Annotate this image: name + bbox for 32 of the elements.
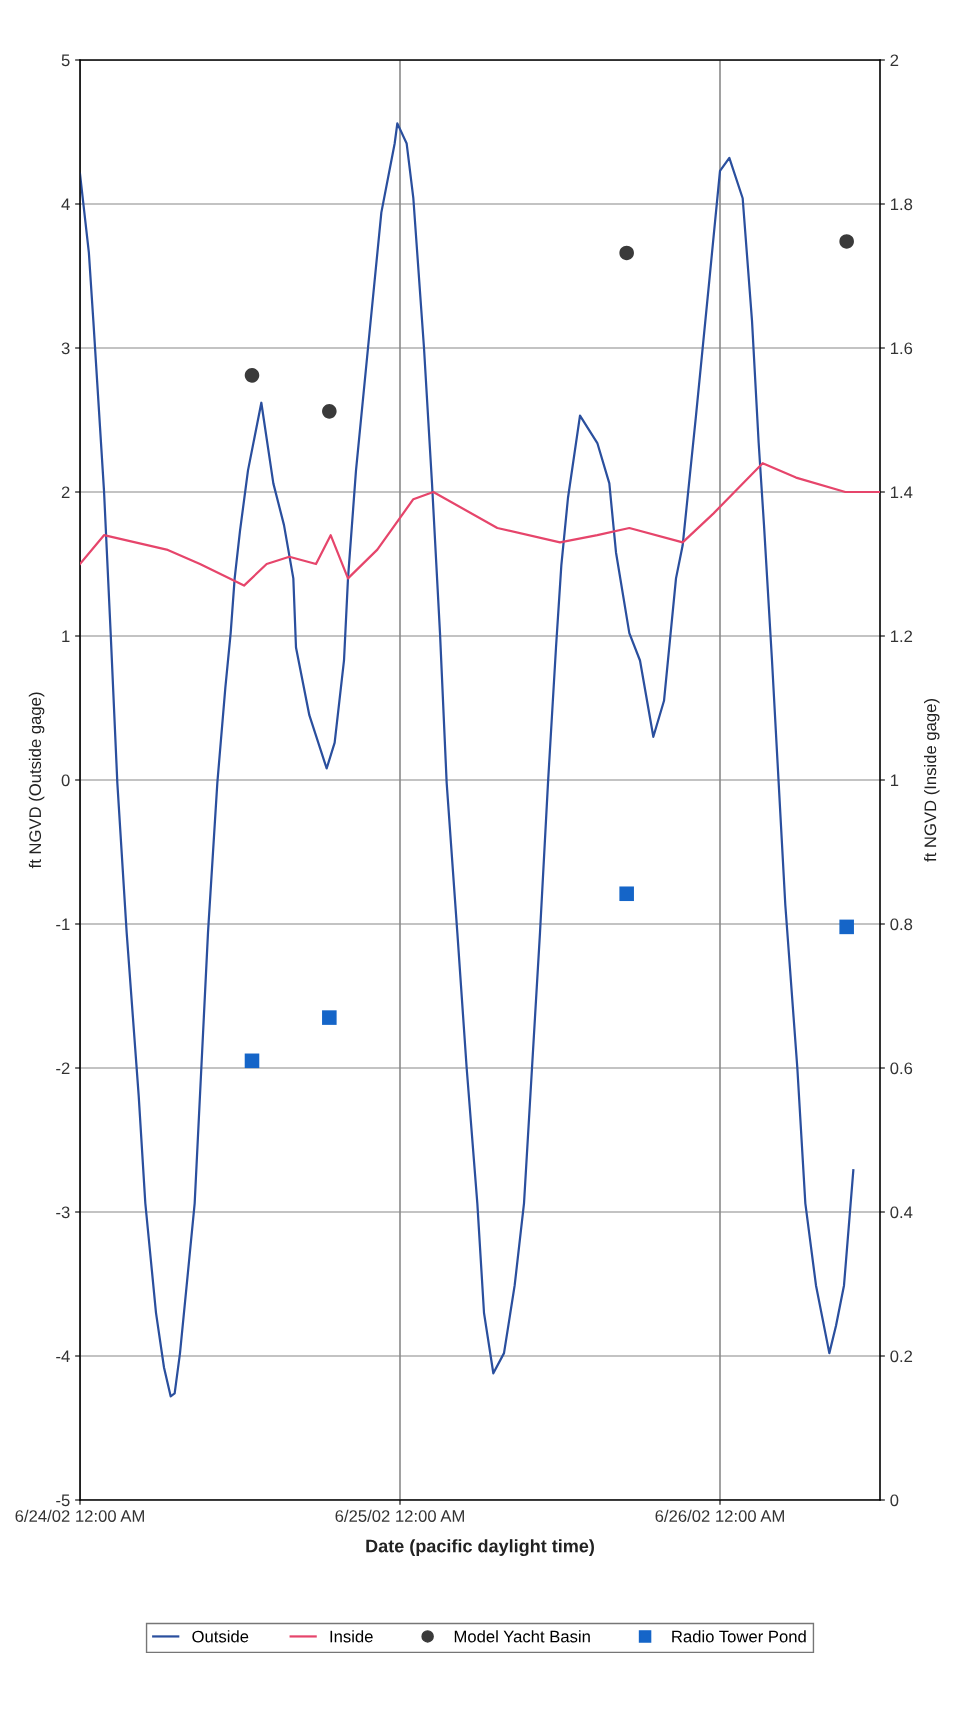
x-tick-label: 6/24/02 12:00 AM (15, 1509, 144, 1522)
y2-tick-label: 0.8 (890, 918, 913, 931)
y2-tick-label: 1 (890, 774, 899, 787)
y2-tick-label: 2 (890, 54, 899, 67)
y-tick-label: 1 (62, 630, 70, 643)
y2-tick-label: 1.6 (890, 342, 913, 355)
y-tick-label: -4 (56, 1350, 70, 1363)
y2-tick-label: 1.4 (890, 486, 913, 499)
y-tick-label: 5 (61, 54, 70, 67)
y2-tick-label: 1.8 (890, 198, 913, 211)
x-axis-title: Date (pacific daylight time) (366, 1539, 594, 1557)
y2-axis-title: ft NGVD (Inside gage) (924, 699, 940, 862)
y-tick-label: 2 (61, 486, 70, 499)
legend-label: Outside (192, 1630, 249, 1643)
y2-tick-label: 0.4 (890, 1206, 913, 1219)
y2-tick-label: 0.6 (890, 1062, 913, 1075)
y-tick-label: -2 (56, 1062, 70, 1075)
y-tick-label: -5 (56, 1494, 70, 1507)
y-tick-label: 0 (61, 774, 70, 787)
legend-label: Model Yacht Basin (454, 1630, 590, 1643)
y2-tick-label: 1.2 (890, 630, 913, 643)
legend-label: Radio Tower Pond (672, 1630, 806, 1643)
y-tick-label: 4 (61, 198, 70, 211)
y2-tick-label: 0.2 (890, 1350, 913, 1363)
x-tick-label: 6/26/02 12:00 AM (655, 1509, 784, 1522)
y-axis-title: ft NGVD (Outside gage) (28, 692, 45, 869)
legend-label: Inside (330, 1630, 373, 1643)
y2-tick-label: 0 (890, 1494, 899, 1507)
y-tick-label: 3 (61, 342, 70, 355)
y-tick-label: -3 (56, 1206, 70, 1219)
y-tick-label: -1 (56, 918, 70, 931)
x-tick-label: 6/25/02 12:00 AM (335, 1509, 464, 1522)
